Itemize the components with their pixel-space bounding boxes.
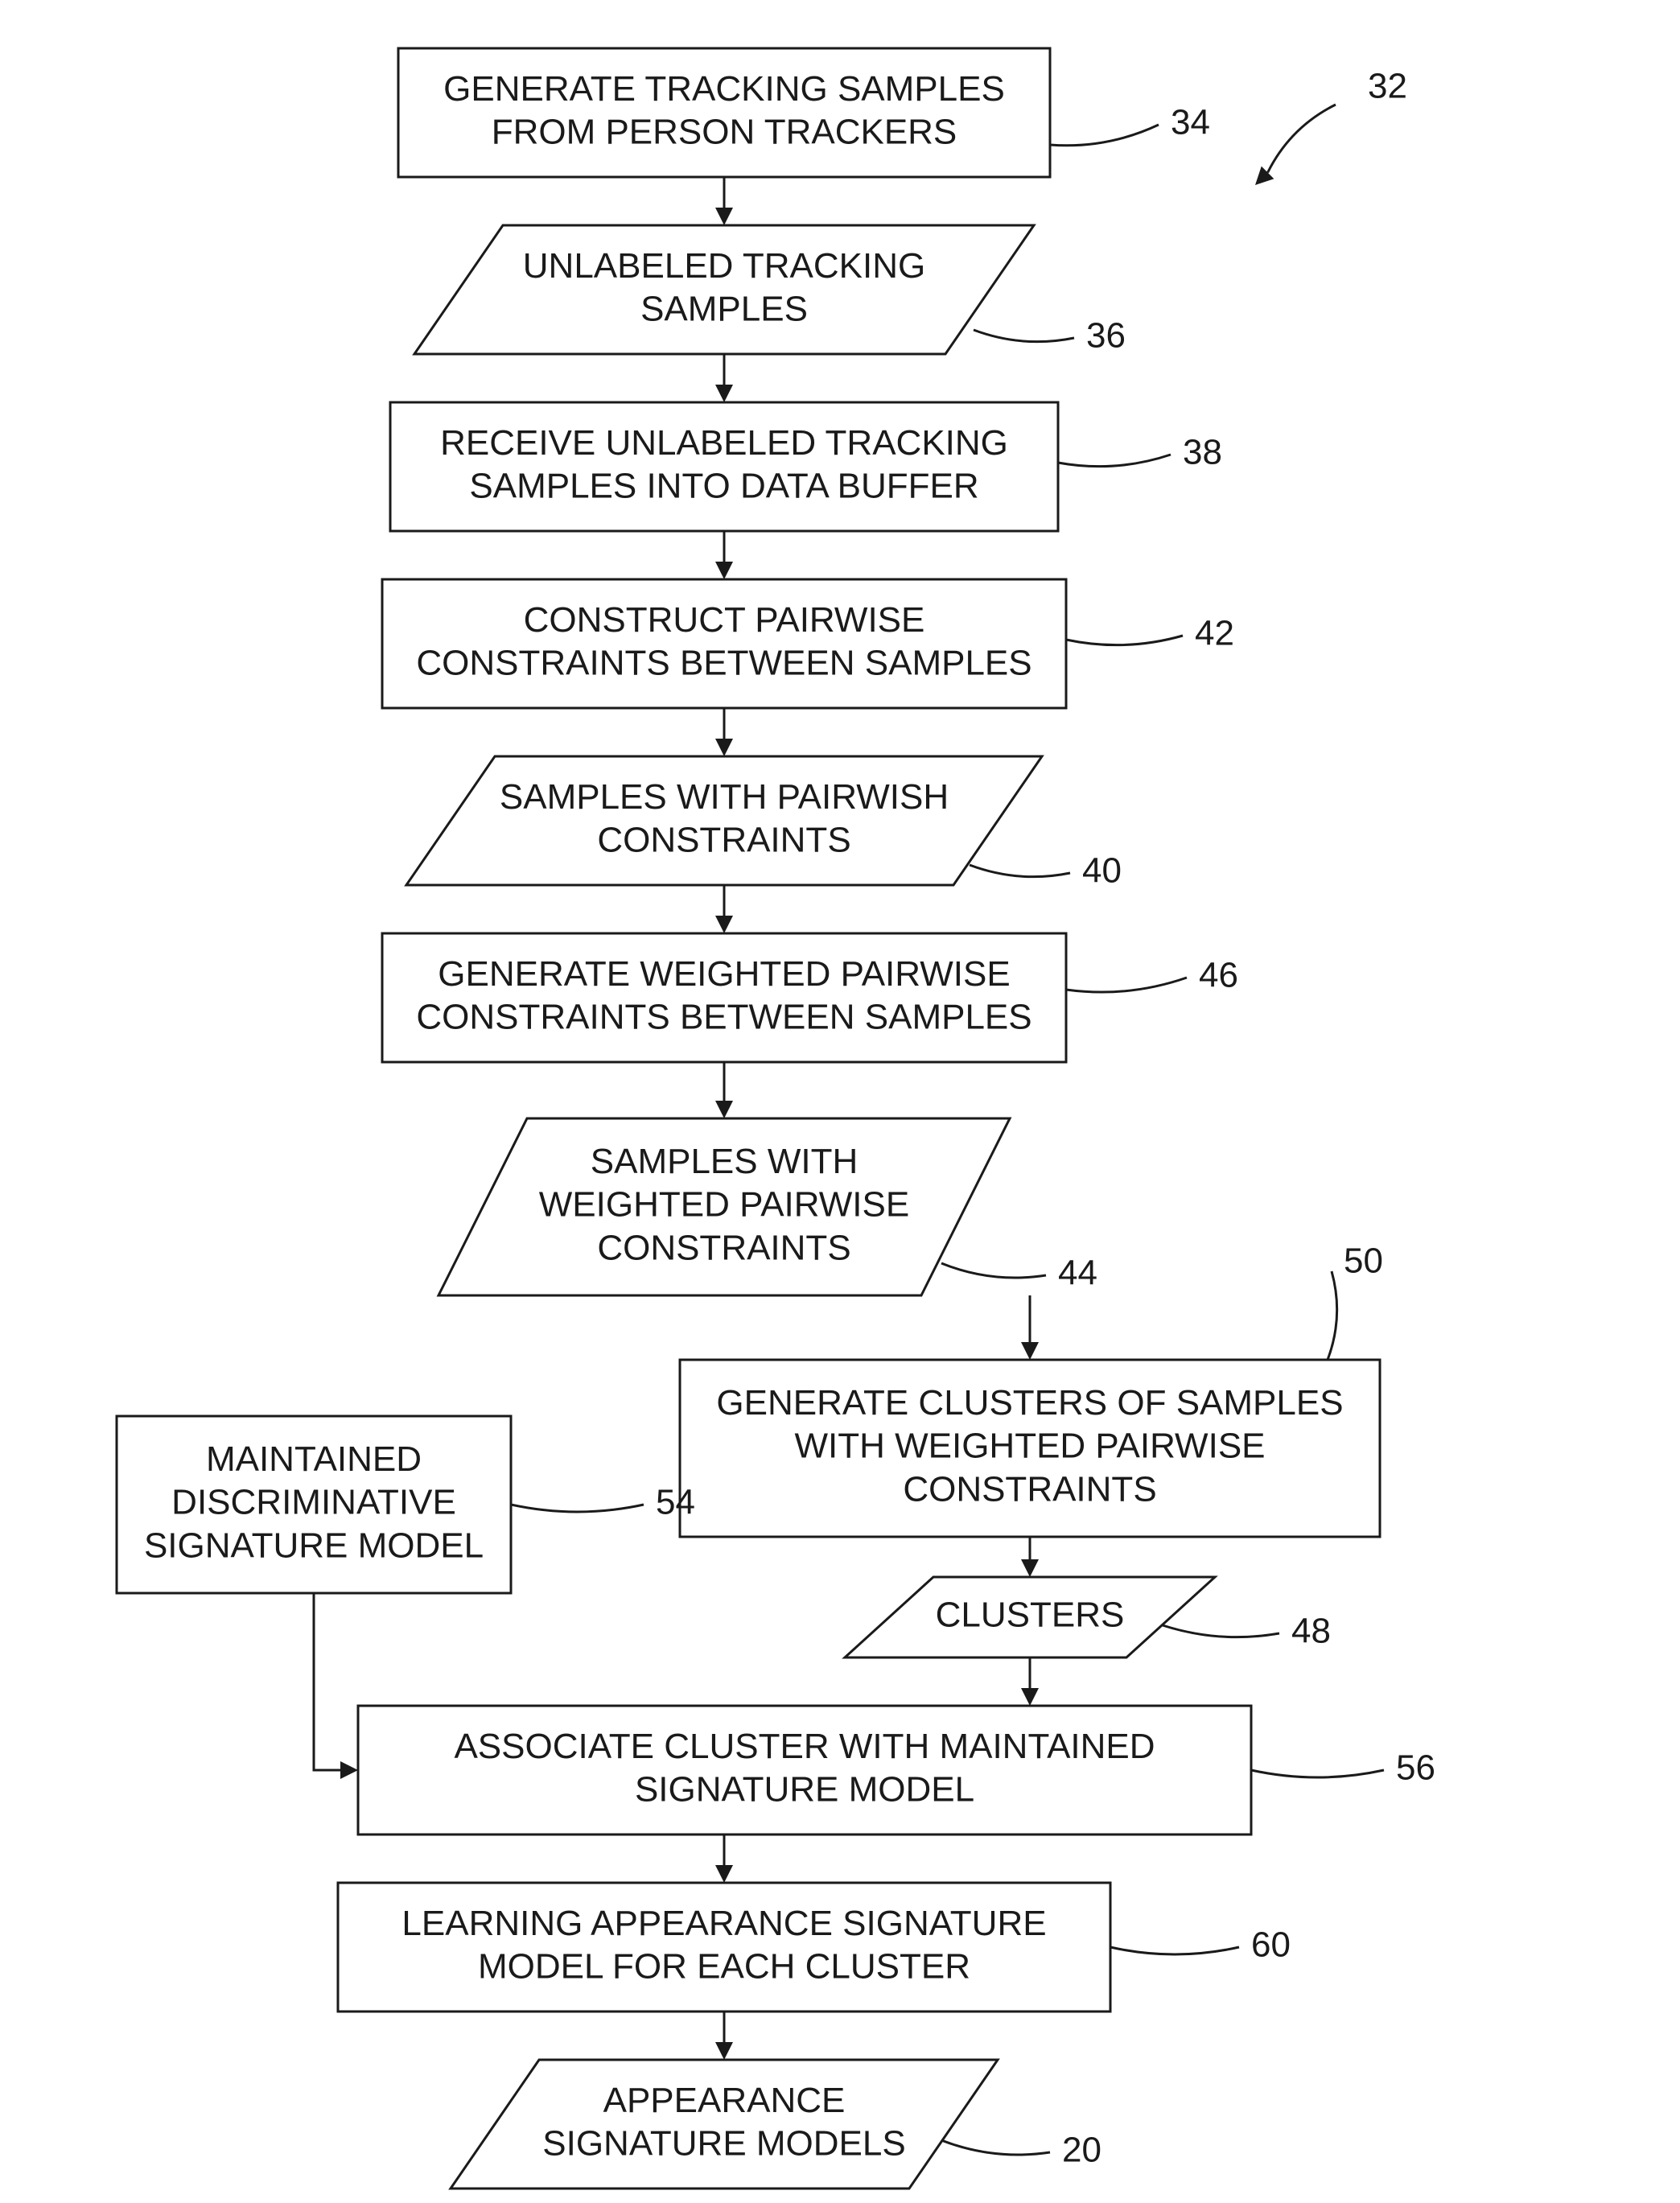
leader-n48 <box>1163 1625 1279 1637</box>
label-n56: 56 <box>1396 1748 1435 1788</box>
leader-n50 <box>1328 1271 1337 1360</box>
leader-n44 <box>941 1263 1046 1278</box>
label-n40: 40 <box>1082 851 1122 891</box>
node-n40-line-1: CONSTRAINTS <box>597 820 850 859</box>
label-n34: 34 <box>1171 103 1210 142</box>
node-n38-line-1: SAMPLES INTO DATA BUFFER <box>469 466 978 505</box>
label-n54: 54 <box>656 1483 695 1522</box>
node-n44-line-1: WEIGHTED PAIRWISE <box>539 1185 909 1225</box>
label-n20: 20 <box>1062 2131 1101 2170</box>
leader-n36 <box>974 330 1074 342</box>
node-n54-line-0: MAINTAINED <box>206 1439 422 1479</box>
label-n44: 44 <box>1058 1254 1097 1293</box>
node-n60-line-0: LEARNING APPEARANCE SIGNATURE <box>401 1904 1046 1943</box>
leader-n38 <box>1058 455 1171 467</box>
leader-n46 <box>1066 978 1187 992</box>
node-n54-line-1: DISCRIMINATIVE <box>171 1483 456 1522</box>
node-n56-line-1: SIGNATURE MODEL <box>635 1769 974 1809</box>
node-n42-line-1: CONSTRAINTS BETWEEN SAMPLES <box>416 643 1031 682</box>
label-n38: 38 <box>1183 433 1222 472</box>
leader-n60 <box>1110 1947 1239 1954</box>
node-n36-line-0: UNLABELED TRACKING <box>523 246 925 286</box>
leader-n34 <box>1050 125 1159 146</box>
node-n46-line-0: GENERATE WEIGHTED PAIRWISE <box>438 954 1010 994</box>
flowchart-svg: GENERATE TRACKING SAMPLESFROM PERSON TRA… <box>0 0 1680 2203</box>
node-n42-line-0: CONSTRUCT PAIRWISE <box>524 600 925 640</box>
node-n50-line-2: CONSTRAINTS <box>903 1469 1156 1509</box>
leader-n56 <box>1251 1770 1384 1777</box>
node-n54-line-2: SIGNATURE MODEL <box>144 1526 484 1565</box>
label-n36: 36 <box>1086 316 1126 356</box>
label-n46: 46 <box>1199 956 1238 995</box>
node-n50-line-0: GENERATE CLUSTERS OF SAMPLES <box>716 1383 1343 1423</box>
leader-n54 <box>511 1505 644 1512</box>
node-n40-line-0: SAMPLES WITH PAIRWISH <box>500 777 949 817</box>
label-n48: 48 <box>1291 1612 1331 1651</box>
node-n38-line-0: RECEIVE UNLABELED TRACKING <box>440 423 1008 463</box>
node-n34-line-1: FROM PERSON TRACKERS <box>492 112 957 151</box>
node-n56-line-0: ASSOCIATE CLUSTER WITH MAINTAINED <box>454 1727 1155 1766</box>
node-n20-line-1: SIGNATURE MODELS <box>542 2123 905 2163</box>
node-n34-line-0: GENERATE TRACKING SAMPLES <box>443 69 1005 109</box>
leader-n40 <box>970 865 1070 877</box>
ref-32-label: 32 <box>1368 67 1407 106</box>
label-n60: 60 <box>1251 1925 1291 1965</box>
label-n50: 50 <box>1344 1242 1383 1281</box>
ref-32-arrow <box>1268 105 1336 172</box>
leader-n20 <box>941 2140 1050 2155</box>
node-n50-line-1: WITH WEIGHTED PAIRWISE <box>794 1427 1265 1466</box>
node-n48-line-0: CLUSTERS <box>936 1596 1125 1635</box>
elbow-n54 <box>314 1593 340 1770</box>
node-n44-line-2: CONSTRAINTS <box>597 1228 850 1267</box>
node-n20-line-0: APPEARANCE <box>603 2081 846 2120</box>
node-n46-line-1: CONSTRAINTS BETWEEN SAMPLES <box>416 997 1031 1036</box>
node-n60-line-1: MODEL FOR EACH CLUSTER <box>478 1946 970 1986</box>
node-n36-line-1: SAMPLES <box>640 289 808 328</box>
label-n42: 42 <box>1195 614 1234 653</box>
leader-n42 <box>1066 636 1183 645</box>
node-n44-line-0: SAMPLES WITH <box>591 1142 859 1181</box>
